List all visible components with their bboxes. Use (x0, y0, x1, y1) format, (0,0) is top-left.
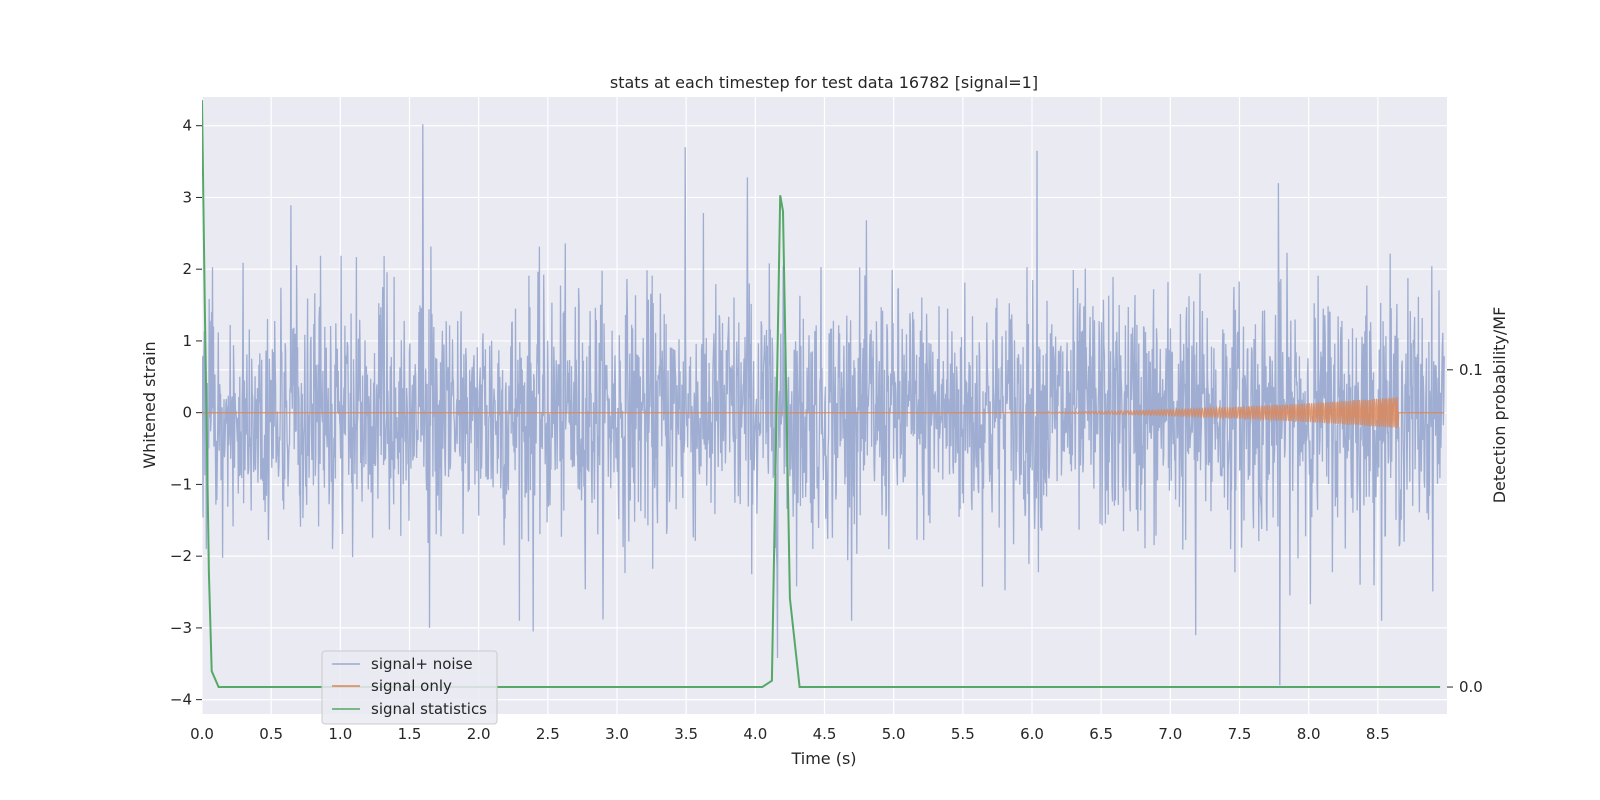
y2-axis-label: Detection probability/MF (1490, 307, 1509, 504)
x-axis-ticks: 0.0 0.5 1.0 1.5 2.0 2.5 3.0 3.5 4.0 4.5 5.0 5.5 6.0 6… (190, 725, 1390, 743)
legend-label-signal-noise: signal+ noise (371, 655, 473, 673)
legend-label-signal-statistics: signal statistics (371, 700, 487, 718)
y-tick-label: −1 (170, 475, 192, 493)
x-tick-label: 8.0 (1297, 725, 1321, 743)
x-tick-label: 3.0 (605, 725, 629, 743)
y-tick-label: −3 (170, 619, 192, 637)
x-tick-label: 5.5 (951, 725, 975, 743)
legend-label-signal-only: signal only (371, 677, 452, 695)
y-tick-label: 4 (182, 117, 192, 135)
series-signal-noise-line (202, 124, 1445, 686)
x-tick-label: 1.5 (398, 725, 422, 743)
y2-tick-label: 0.1 (1459, 361, 1483, 379)
legend: signal+ noise signal only signal statist… (321, 650, 498, 725)
x-tick-label: 8.5 (1366, 725, 1390, 743)
x-tick-label: 7.5 (1228, 725, 1252, 743)
series-signal-only-line (202, 397, 1445, 429)
y-tick-label: 2 (182, 260, 192, 278)
y-tick-label: −2 (170, 547, 192, 565)
y2-axis-ticks: 0.1 0.0 (1447, 361, 1483, 696)
y-tick-label: 3 (182, 188, 192, 206)
series-signal-statistics-line (202, 100, 1441, 688)
x-tick-label: 0.0 (190, 725, 214, 743)
x-tick-label: 6.5 (1089, 725, 1113, 743)
y-tick-label: 0 (182, 404, 192, 422)
y-tick-label: −4 (170, 691, 192, 709)
chart-title: stats at each timestep for test data 167… (610, 73, 1038, 92)
x-tick-label: 3.5 (674, 725, 698, 743)
x-tick-label: 2.0 (467, 725, 491, 743)
x-tick-label: 6.0 (1020, 725, 1044, 743)
x-tick-label: 0.5 (259, 725, 283, 743)
x-tick-label: 4.0 (743, 725, 767, 743)
y-tick-label: 1 (182, 332, 192, 350)
x-tick-label: 4.5 (813, 725, 837, 743)
x-tick-label: 5.0 (882, 725, 906, 743)
y-axis-label: Whitened strain (140, 341, 159, 468)
x-axis-label: Time (s) (790, 749, 856, 768)
series-layer (202, 100, 1445, 688)
x-tick-label: 2.5 (536, 725, 560, 743)
x-tick-label: 1.0 (328, 725, 352, 743)
legend-box (321, 650, 498, 725)
x-tick-label: 7.0 (1158, 725, 1182, 743)
y2-tick-label: 0.0 (1459, 678, 1483, 696)
y-axis-ticks: 4 3 2 1 0 −1 −2 −3 −4 (170, 117, 202, 709)
